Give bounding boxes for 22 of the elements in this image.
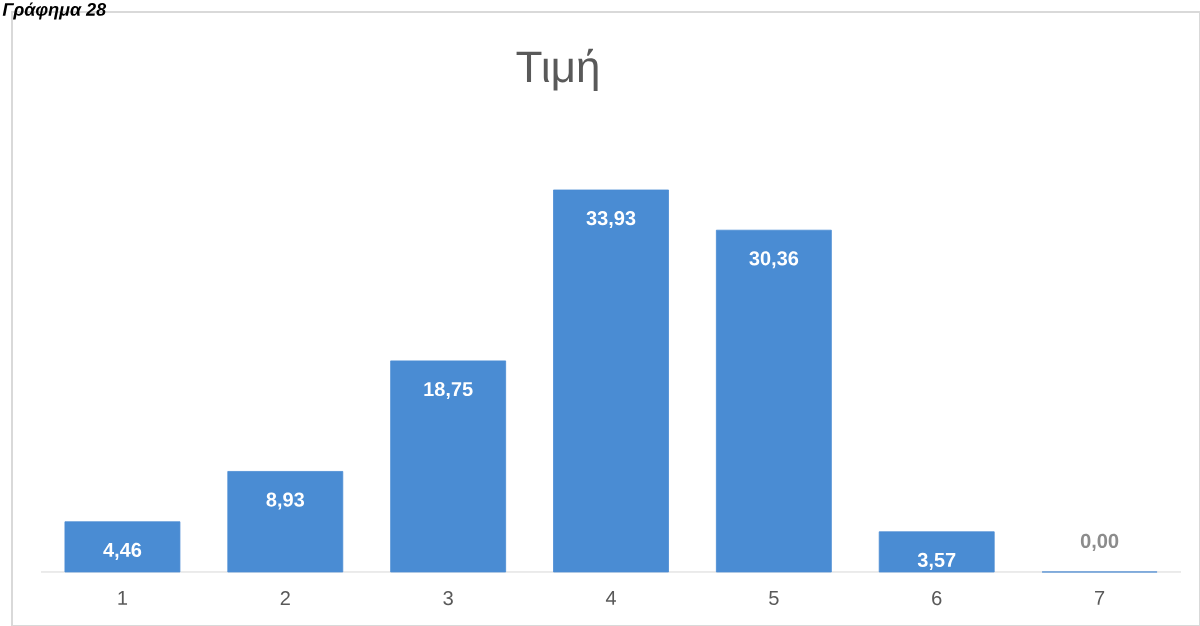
data-label: 33,93 <box>586 211 636 229</box>
x-tick-label: 2 <box>280 591 290 606</box>
data-label: 4,46 <box>103 542 142 560</box>
x-tick-label: 5 <box>769 591 779 605</box>
data-label: 8,93 <box>266 492 305 510</box>
x-tick-label: 7 <box>1095 591 1105 605</box>
bar <box>553 189 669 573</box>
x-tick-label: 6 <box>932 591 942 606</box>
bar <box>227 471 344 573</box>
x-tick-label: 1 <box>118 591 128 605</box>
text: Γράφημα 28 <box>2 2 107 20</box>
data-label: 18,75 <box>424 381 473 400</box>
data-label: 0,00 <box>1080 533 1119 551</box>
data-label: 3,57 <box>917 552 956 570</box>
bar <box>64 521 181 573</box>
bar <box>715 229 832 573</box>
chart-title: Τιμή <box>516 48 598 92</box>
x-tick-label: 4 <box>605 591 616 605</box>
bar <box>878 531 995 573</box>
bar <box>390 360 507 573</box>
data-label: 30,36 <box>749 251 799 269</box>
x-tick-label: 3 <box>443 591 453 606</box>
